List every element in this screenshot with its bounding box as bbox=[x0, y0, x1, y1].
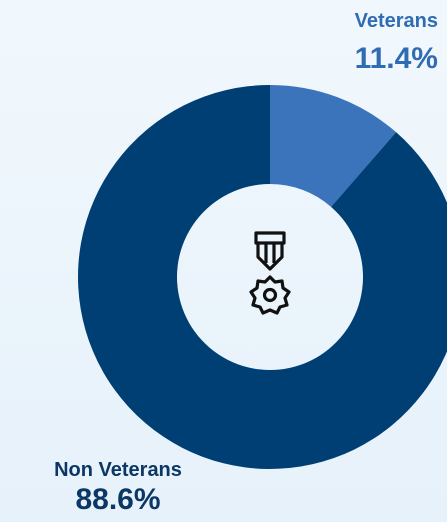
slices bbox=[78, 85, 447, 469]
medal-ribbon bbox=[256, 243, 284, 271]
medal-icon bbox=[249, 231, 291, 315]
medal-badge bbox=[249, 275, 291, 315]
medal-clasp bbox=[254, 231, 286, 245]
medal-ribbon-stripes bbox=[264, 243, 276, 263]
donut-slice bbox=[270, 85, 397, 207]
category-label: Veterans bbox=[355, 10, 438, 32]
donut-slice bbox=[78, 85, 447, 469]
value-label: 11.4% bbox=[355, 42, 438, 75]
category-label: Non Veterans bbox=[54, 459, 182, 481]
value-label: 88.6% bbox=[75, 483, 160, 516]
medal-center bbox=[262, 287, 278, 303]
